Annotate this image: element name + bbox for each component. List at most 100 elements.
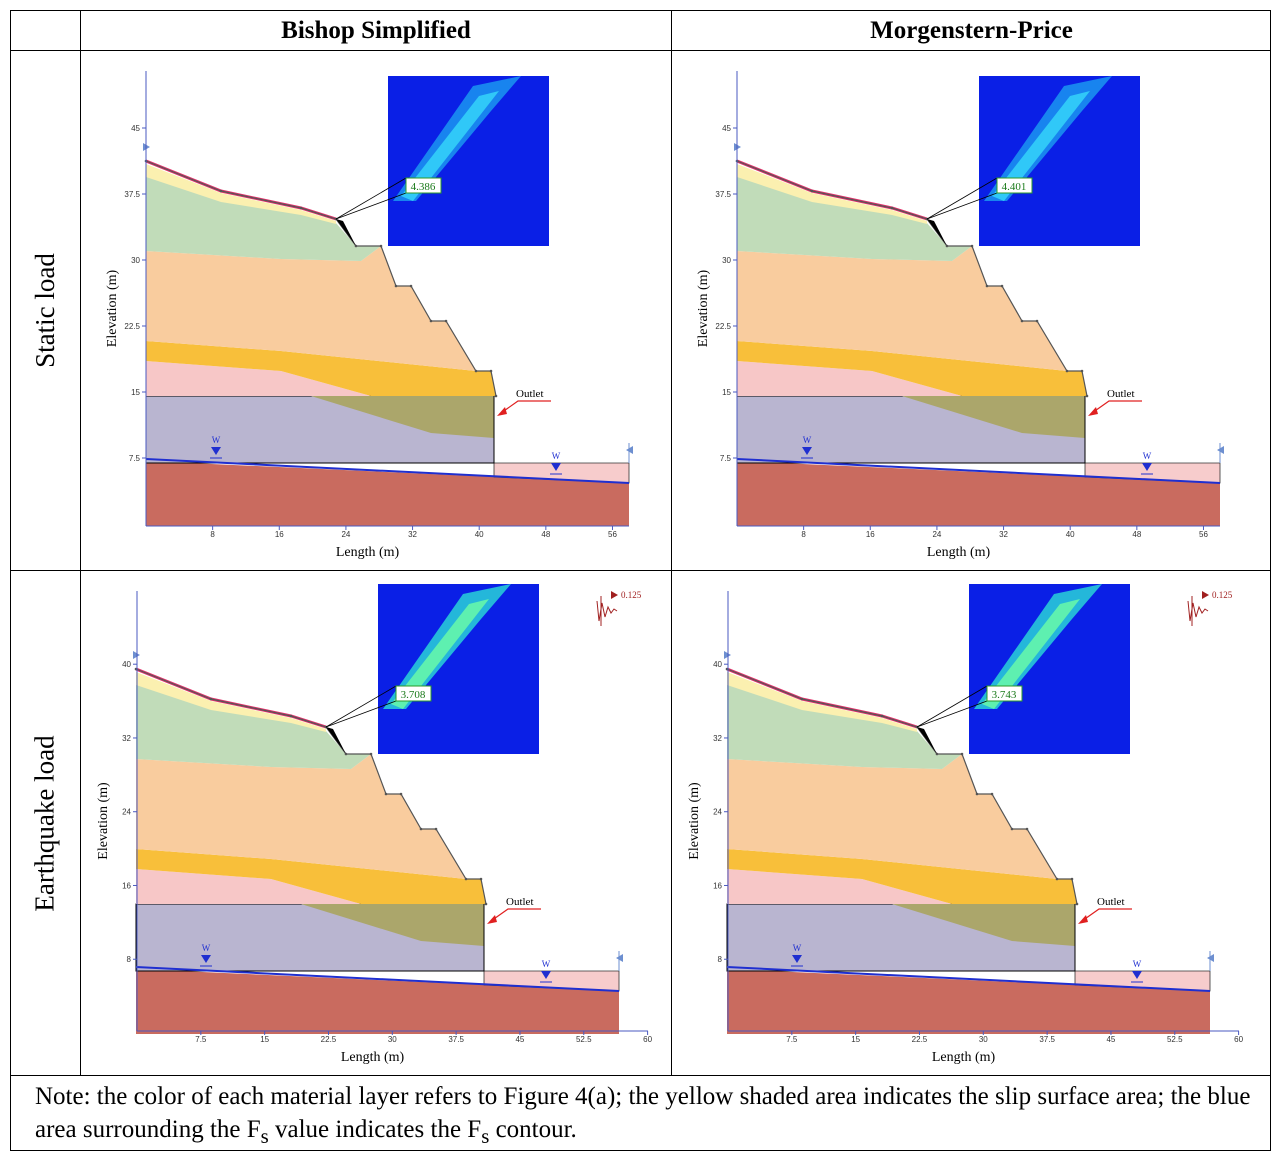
callout-line — [325, 700, 397, 728]
y-tick-label: 16 — [713, 881, 722, 890]
fs-contour-band — [992, 91, 1090, 201]
x-tick-label: 15 — [260, 1035, 269, 1044]
x-tick-label: 48 — [1132, 530, 1141, 539]
orange-layer — [737, 246, 1067, 371]
y-tick-label: 8 — [127, 955, 132, 964]
y-tick-label: 15 — [722, 388, 731, 397]
surface-node — [429, 319, 433, 323]
column-header: Bishop Simplified — [80, 10, 671, 50]
surface-node — [219, 189, 223, 193]
surface-node — [970, 244, 974, 248]
surface-node — [474, 369, 478, 373]
x-axis-label: Length (m) — [341, 1050, 405, 1065]
slope-model: W W Outlet 3.708 — [133, 584, 623, 1034]
figure-cell: W W Outlet 3.743 0.125 7.5 15 22.5 30 37.5 45 52.5 6… — [671, 570, 1271, 1075]
slip-area — [902, 396, 1085, 438]
outlet-label: Outlet — [506, 896, 534, 908]
slip-area — [892, 904, 1075, 946]
x-tick-label: 60 — [643, 1035, 652, 1044]
x-axis-label: Length (m) — [927, 545, 991, 560]
x-tick-label: 24 — [341, 530, 350, 539]
slip-area — [301, 904, 484, 946]
slope-figure: W W Outlet 3.743 0.125 7.5 15 22.5 30 37.5 45 52.5 6… — [687, 584, 1244, 1065]
pink-layer — [727, 869, 952, 904]
seismic-arrow — [611, 591, 618, 599]
fs-contour-band — [401, 91, 499, 201]
water-marker — [211, 447, 221, 455]
y-tick-label: 30 — [131, 256, 140, 265]
callout-line — [916, 685, 988, 728]
outlet-pointer — [1091, 400, 1142, 414]
water-label: W — [1133, 959, 1142, 969]
surface-node — [479, 877, 483, 881]
note: Note: the color of each material layer r… — [10, 1075, 1271, 1151]
yellow-layer — [146, 164, 336, 224]
water-label: W — [202, 943, 211, 953]
pink-layer — [136, 869, 361, 904]
surface-node — [1085, 394, 1089, 398]
surface-node — [289, 714, 293, 718]
surface-node — [1070, 877, 1074, 881]
gold-layer — [737, 341, 1087, 396]
water-marker — [201, 955, 211, 963]
figure-cell: W W Outlet 4.401 8 16 24 32 40 48 56 7.5 15 22.5 30 37.… — [671, 50, 1271, 570]
x-tick-label: 32 — [408, 530, 417, 539]
x-tick-label: 24 — [932, 530, 941, 539]
fs-box — [395, 685, 432, 702]
water-label: W — [803, 435, 812, 445]
surface-node — [299, 206, 303, 210]
callout-line — [926, 177, 998, 220]
water-table — [726, 966, 1211, 992]
row-header: Earthquake load — [10, 570, 80, 1075]
callout-line — [335, 192, 407, 220]
surface-node — [1065, 369, 1069, 373]
gold-layer — [146, 341, 496, 396]
bedrock-layer — [136, 969, 619, 1034]
y-tick-label: 7.5 — [129, 454, 141, 463]
y-axis-label: Elevation (m) — [696, 269, 711, 347]
seismic-value: 0.125 — [621, 590, 642, 600]
y-tick-label: 30 — [722, 256, 731, 265]
y-axis-label: Elevation (m) — [96, 782, 111, 860]
note-sub: s — [481, 1124, 490, 1148]
slip-wedge — [326, 727, 346, 754]
y-tick-label: 40 — [122, 660, 131, 669]
outlet-pointer — [490, 908, 541, 922]
x-tick-label: 37.5 — [1039, 1035, 1055, 1044]
x-tick-label: 52.5 — [1167, 1035, 1183, 1044]
surface-node — [489, 369, 493, 373]
slip-area — [311, 396, 494, 438]
y-tick-label: 37.5 — [124, 190, 140, 199]
y-tick-label: 15 — [131, 388, 140, 397]
surface-node — [1055, 877, 1059, 881]
x-tick-label: 15 — [851, 1035, 860, 1044]
y-tick-label: 24 — [122, 808, 131, 817]
bedrock-layer — [146, 461, 629, 526]
fs-box — [996, 177, 1033, 194]
x-tick-label: 7.5 — [786, 1035, 798, 1044]
row-label: Static load — [30, 253, 61, 368]
x-tick-label: 37.5 — [448, 1035, 464, 1044]
green-layer — [146, 176, 381, 261]
figure-cell: W W Outlet 3.708 0.125 7.5 15 22.5 30 37.5 45 52.5 6… — [80, 570, 671, 1075]
water-label: W — [552, 451, 561, 461]
water-label: W — [542, 959, 551, 969]
slope-model: W W Outlet 4.386 — [143, 76, 633, 526]
note-sub: s — [260, 1124, 269, 1148]
slope-model: W W Outlet 3.743 — [724, 584, 1214, 1034]
surface-node — [990, 792, 994, 796]
surface-node — [975, 792, 979, 796]
surface-node — [800, 697, 804, 701]
surface-node — [1000, 284, 1004, 288]
x-tick-label: 40 — [1066, 530, 1075, 539]
gold-layer — [727, 849, 1077, 904]
water-marker — [792, 955, 802, 963]
seismic-wave — [1187, 596, 1209, 626]
x-tick-label: 22.5 — [912, 1035, 928, 1044]
x-tick-label: 8 — [801, 530, 806, 539]
water-marker — [551, 463, 561, 471]
water-label: W — [212, 435, 221, 445]
water-marker — [541, 971, 551, 979]
surface-node — [945, 244, 949, 248]
slip-wedge — [917, 727, 937, 754]
